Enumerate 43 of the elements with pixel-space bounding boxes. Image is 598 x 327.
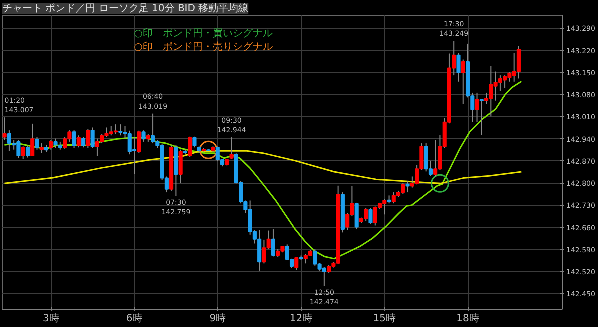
candlestick [456,52,461,82]
x-tick-label: 15時 [373,312,396,324]
candlestick [90,127,95,149]
candlestick [368,208,373,225]
candlestick [35,136,40,150]
candlestick [192,136,197,148]
candlestick [322,266,326,287]
x-tick-label: 3時 [42,312,60,324]
x-tick-label: 18時 [456,312,480,324]
candlestick [294,256,299,270]
text: ○印 ポンド円・売りシグナル [134,40,273,53]
x-tick-label: 9時 [210,312,226,324]
candlestick [480,98,484,136]
candlestick [178,149,183,184]
candlestick [26,145,30,158]
candlestick [76,135,81,148]
candlestick [475,92,480,123]
candlestick [72,130,76,149]
x-tick-label: 12時 [290,312,313,324]
candlestick [82,136,86,148]
text: ○印 ポンド円・買いシグナル [134,28,273,40]
candlestick [516,46,521,80]
candlestick [354,202,359,230]
candlestick [30,123,35,157]
candlestick [142,130,146,142]
candlestick [461,59,466,105]
candlestick [2,117,7,141]
chart-title: チャート ポンド／円 ローソク足 10分 BID 移動平均線 [2,2,249,14]
candlestick [114,124,118,135]
candlestick [188,136,192,158]
candlestick [406,180,410,194]
candlestick [21,146,26,160]
candlestick [49,140,54,150]
candlestick [40,143,44,154]
candlestick [230,137,234,160]
candlestick [86,128,90,149]
candlestick [434,140,438,178]
candlestick [271,229,276,258]
candlestick [151,113,156,144]
candlestick [132,136,137,176]
line-series [4,80,522,260]
candlestick [137,130,142,154]
x-tick-label: 6時 [126,312,143,324]
